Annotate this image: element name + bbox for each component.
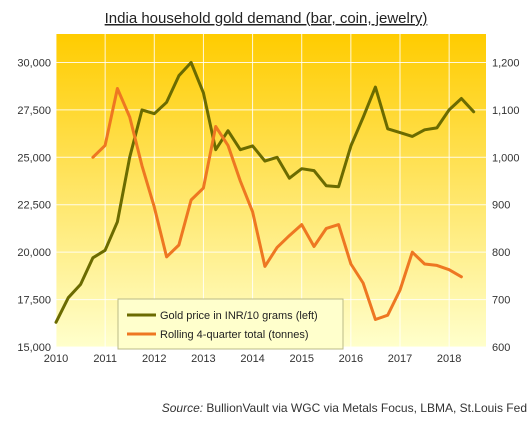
x-tick-label: 2012 <box>142 353 166 365</box>
right-axis: 600 700 800 900 1,000 1,100 1,200 <box>492 57 520 354</box>
y-right-tick-label: 700 <box>492 295 510 307</box>
x-tick-label: 2016 <box>339 353 363 365</box>
legend-label-rolling-total: Rolling 4-quarter total (tonnes) <box>160 329 309 341</box>
source-text: BullionVault via WGC via Metals Focus, L… <box>206 401 527 415</box>
y-left-tick-label: 25,000 <box>17 152 51 164</box>
chart-title: India household gold demand (bar, coin, … <box>105 10 428 27</box>
y-left-tick-label: 22,500 <box>17 200 51 212</box>
y-right-tick-label: 900 <box>492 200 510 212</box>
y-left-tick-label: 30,000 <box>17 57 51 69</box>
series-line-0 <box>54 61 476 324</box>
y-left-tick-label: 27,500 <box>17 105 51 117</box>
y-left-tick-label: 20,000 <box>17 247 51 259</box>
y-left-tick-label: 17,500 <box>17 295 51 307</box>
x-tick-label: 2015 <box>289 353 313 365</box>
series-layer <box>54 61 476 324</box>
series-line-1 <box>91 87 463 321</box>
x-tick-label: 2018 <box>437 353 461 365</box>
y-right-tick-label: 800 <box>492 247 510 259</box>
x-tick-label: 2013 <box>191 353 215 365</box>
y-left-tick-label: 15,000 <box>17 342 51 354</box>
source-label: Source: <box>162 401 203 415</box>
y-right-tick-label: 1,200 <box>492 57 520 69</box>
x-tick-label: 2017 <box>388 353 412 365</box>
left-axis: 15,000 17,500 20,000 22,500 25,000 27,500 30,0… <box>17 57 51 354</box>
plot-area <box>56 34 486 347</box>
source-note: Source: BullionVault via WGC via Metals … <box>162 401 527 415</box>
x-tick-label: 2010 <box>44 353 68 365</box>
x-axis: 2010 2011 2012 2013 2014 2015 2016 2017 2018 <box>44 353 462 365</box>
x-tick-label: 2011 <box>93 353 117 365</box>
x-tick-label: 2014 <box>240 353 264 365</box>
y-right-tick-label: 1,100 <box>492 105 520 117</box>
y-right-tick-label: 600 <box>492 342 510 354</box>
legend-label-gold-price: Gold price in INR/10 grams (left) <box>160 310 318 322</box>
legend-box <box>117 298 344 350</box>
y-right-tick-label: 1,000 <box>492 152 520 164</box>
legend: Gold price in INR/10 grams (left) Rollin… <box>117 298 344 350</box>
